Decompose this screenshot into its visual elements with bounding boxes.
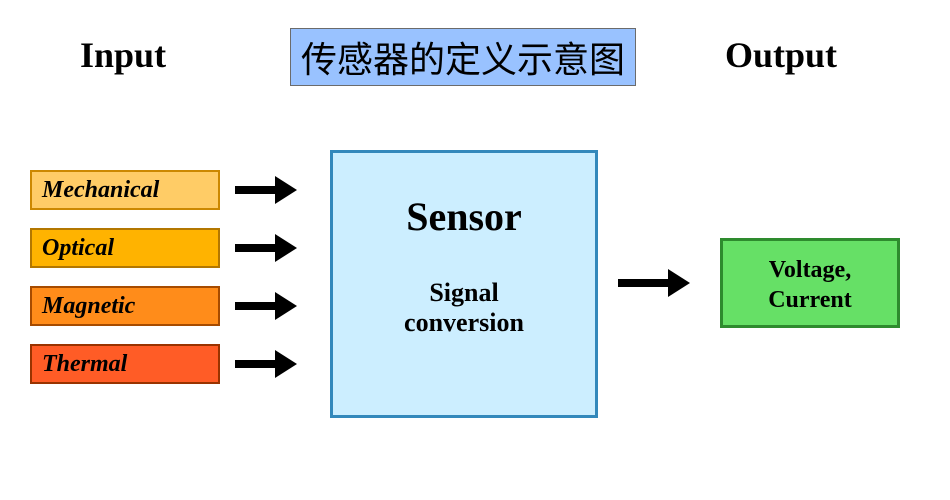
output-box: Voltage, Current: [720, 238, 900, 328]
input-label: Optical: [42, 235, 114, 261]
input-label: Magnetic: [42, 293, 135, 319]
sensor-title: Sensor: [333, 193, 595, 240]
input-box-thermal: Thermal: [30, 344, 220, 384]
output-heading: Output: [725, 34, 837, 76]
input-label: Mechanical: [42, 177, 159, 203]
input-box-mechanical: Mechanical: [30, 170, 220, 210]
input-label: Thermal: [42, 351, 127, 377]
header-row: Input 传感器的定义示意图 Output: [0, 28, 950, 88]
sensor-subtitle: Signal conversion: [333, 278, 595, 338]
diagram-title: 传感器的定义示意图: [290, 28, 636, 86]
sensor-sub-line2: conversion: [404, 308, 524, 337]
sensor-box: Sensor Signal conversion: [330, 150, 598, 418]
output-line2: Current: [768, 287, 852, 313]
input-heading: Input: [80, 34, 166, 76]
input-box-optical: Optical: [30, 228, 220, 268]
sensor-sub-line1: Signal: [429, 278, 498, 307]
input-box-magnetic: Magnetic: [30, 286, 220, 326]
output-line1: Voltage,: [769, 257, 851, 283]
